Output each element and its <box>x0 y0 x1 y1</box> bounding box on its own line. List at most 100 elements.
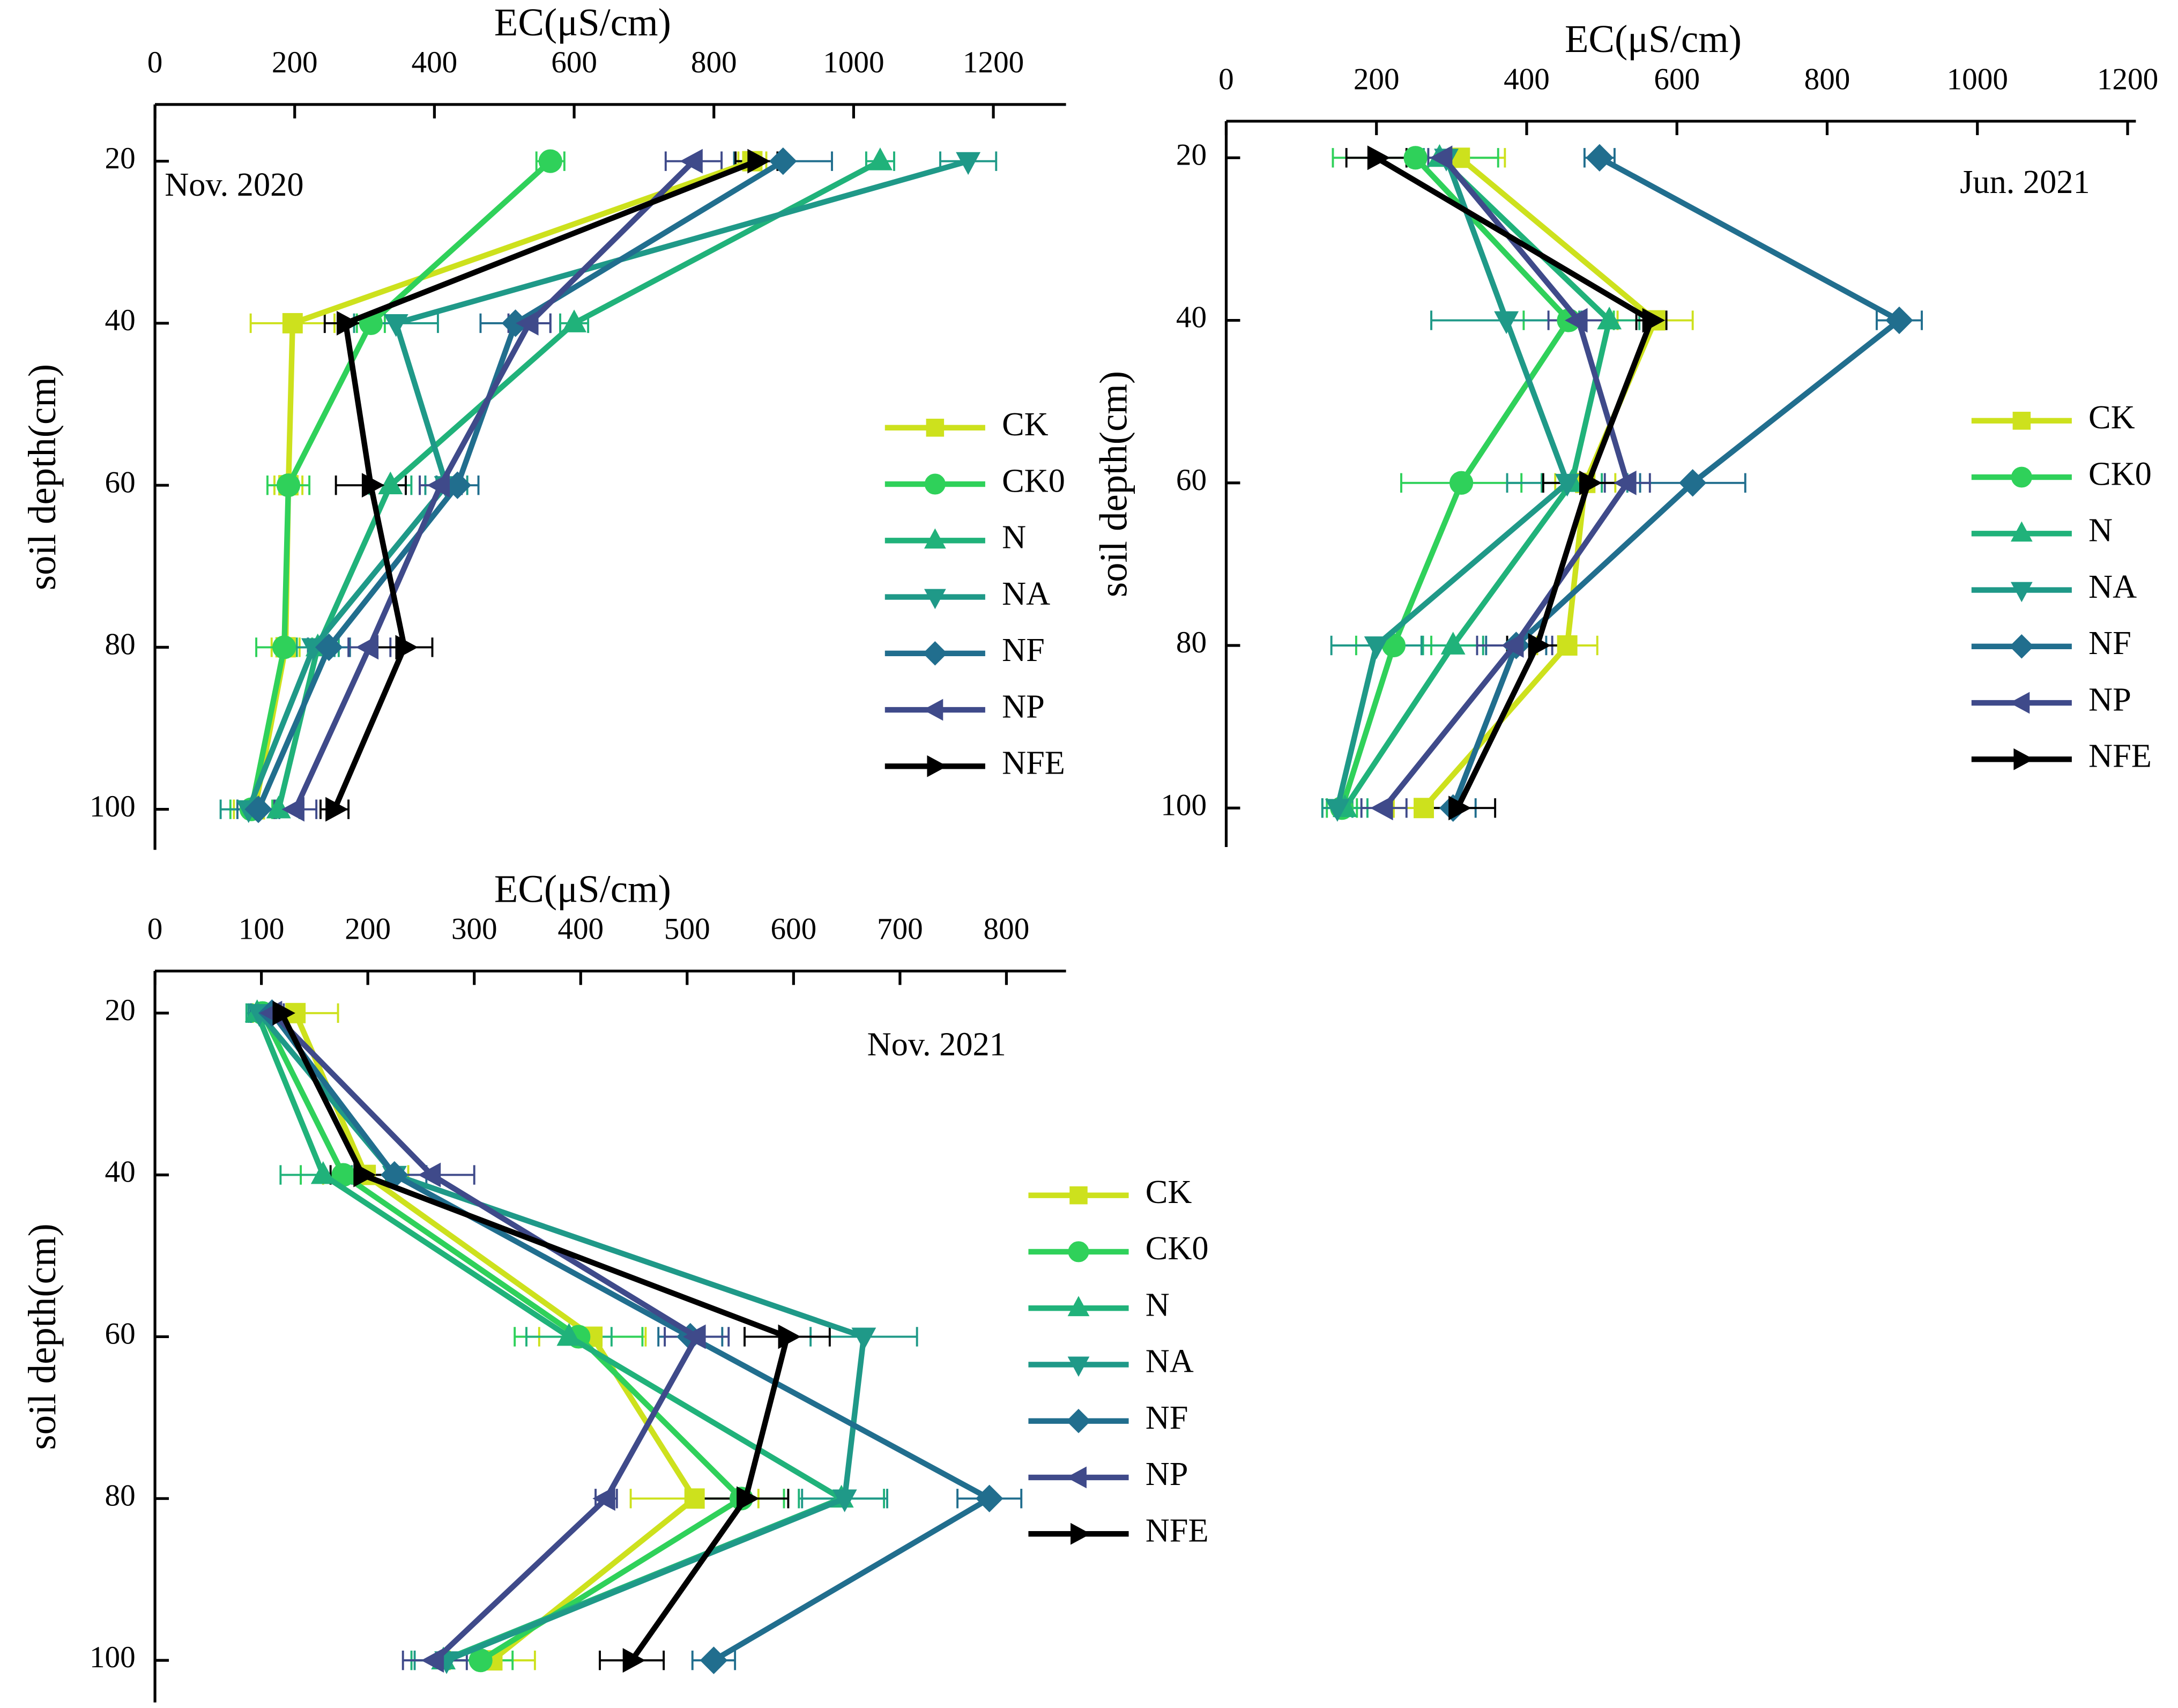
x-tick-label: 400 <box>1504 62 1550 96</box>
legend-marker <box>1067 1296 1090 1317</box>
legend-marker <box>1071 1523 1091 1545</box>
data-point <box>383 314 408 337</box>
x-tick-label: 600 <box>1654 62 1700 96</box>
data-point <box>1586 144 1614 172</box>
data-point <box>1614 470 1637 495</box>
legend-marker <box>2009 692 2030 714</box>
data-point <box>516 310 539 336</box>
legend-label: CK <box>1146 1174 1192 1211</box>
y-tick-label: 40 <box>1176 301 1207 335</box>
x-axis-title: EC(μS/cm) <box>1565 17 1742 61</box>
data-point <box>737 1486 760 1511</box>
data-point <box>1367 145 1391 170</box>
data-point <box>1528 633 1551 658</box>
legend-marker <box>1066 1408 1091 1434</box>
data-point <box>867 147 893 170</box>
y-tick-label: 100 <box>1161 788 1207 822</box>
y-tick-label: 80 <box>1176 626 1207 659</box>
data-point <box>1429 145 1453 170</box>
y-tick-label: 40 <box>105 303 136 337</box>
x-tick-label: 800 <box>1804 62 1850 96</box>
annotation: Nov. 2021 <box>867 1026 1006 1063</box>
data-point <box>244 795 272 823</box>
data-point <box>562 309 587 332</box>
data-point <box>1678 469 1707 497</box>
y-axis-title: soil depth(cm) <box>1091 371 1135 597</box>
data-point <box>276 473 301 497</box>
data-point <box>622 1648 646 1673</box>
legend-label: NFE <box>1146 1512 1209 1549</box>
x-tick-label: 1200 <box>963 46 1024 79</box>
data-point <box>1370 796 1393 821</box>
legend-marker <box>2010 582 2033 603</box>
data-point <box>956 152 981 175</box>
x-tick-label: 600 <box>551 46 597 79</box>
x-tick-label: 1000 <box>1947 62 2008 96</box>
data-point <box>778 1324 801 1349</box>
data-point <box>315 633 343 662</box>
y-tick-label: 40 <box>105 1155 136 1189</box>
legend-label: NA <box>1002 575 1050 612</box>
legend-label: CK0 <box>1146 1230 1209 1267</box>
x-tick-label: 700 <box>877 912 923 946</box>
legend-marker <box>2010 521 2033 542</box>
legend-label: NA <box>2088 568 2137 605</box>
data-point <box>310 1161 336 1184</box>
x-tick-label: 500 <box>664 912 710 946</box>
legend-marker <box>2013 748 2034 770</box>
data-point <box>684 1488 705 1509</box>
data-point <box>1579 470 1602 495</box>
data-point <box>285 1002 306 1023</box>
legend-label: CK <box>2088 399 2135 436</box>
data-point <box>281 797 304 822</box>
data-point <box>1500 633 1524 658</box>
data-point <box>378 471 403 495</box>
data-point <box>700 1646 728 1674</box>
legend-label: NA <box>1146 1343 1194 1380</box>
data-point <box>395 635 418 660</box>
y-tick-label: 100 <box>90 790 136 823</box>
data-point <box>1364 636 1389 659</box>
legend-label: NFE <box>2088 738 2152 775</box>
x-tick-label: 0 <box>147 912 163 946</box>
x-axis-title: EC(μS/cm) <box>494 1 671 44</box>
data-point <box>266 796 291 819</box>
data-point <box>1449 471 1474 495</box>
data-point <box>592 1486 615 1511</box>
x-axis-title: EC(μS/cm) <box>494 867 671 910</box>
x-tick-label: 1000 <box>823 46 884 79</box>
x-tick-label: 400 <box>412 46 458 79</box>
legend-marker <box>1069 1186 1088 1205</box>
x-tick-label: 0 <box>147 46 163 79</box>
legend-label: CK0 <box>1002 462 1065 499</box>
x-tick-label: 0 <box>1218 62 1234 96</box>
legend-marker <box>2009 634 2034 659</box>
y-tick-label: 80 <box>105 628 136 662</box>
y-tick-label: 20 <box>105 993 136 1027</box>
data-point <box>1448 796 1471 821</box>
legend-marker <box>1067 1356 1090 1377</box>
legend-marker <box>1066 1466 1087 1489</box>
data-point <box>355 635 379 660</box>
data-point <box>975 1484 1003 1513</box>
data-point <box>1494 311 1519 335</box>
data-point <box>556 1323 582 1346</box>
x-tick-label: 600 <box>770 912 816 946</box>
data-point <box>1557 635 1578 656</box>
data-point <box>1403 146 1428 170</box>
x-tick-label: 1200 <box>2097 62 2158 96</box>
legend-marker <box>924 589 946 610</box>
legend-marker <box>2011 466 2032 488</box>
x-tick-label: 200 <box>1354 62 1400 96</box>
annotation: Nov. 2020 <box>165 166 303 203</box>
x-tick-label: 300 <box>451 912 497 946</box>
x-tick-label: 400 <box>557 912 604 946</box>
data-point <box>1555 473 1580 497</box>
legend-label: CK0 <box>2088 455 2152 492</box>
legend-marker <box>923 699 943 721</box>
data-point <box>1597 306 1622 330</box>
legend-label: NP <box>2088 681 2131 718</box>
data-point <box>427 473 450 498</box>
legend-label: NF <box>1002 632 1045 669</box>
